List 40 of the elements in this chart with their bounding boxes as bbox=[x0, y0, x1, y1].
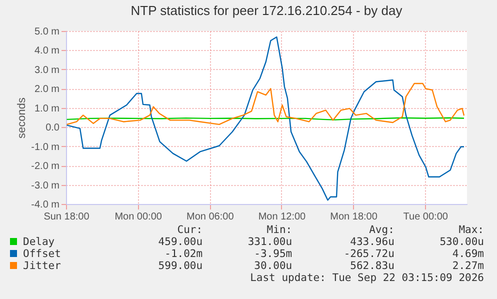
text: 4.69m bbox=[451, 248, 484, 260]
x-tick-label: Mon 06:00 bbox=[186, 212, 234, 222]
text: 2.27m bbox=[451, 260, 484, 272]
y-axis-title: seconds bbox=[16, 97, 28, 138]
text: -1.02m bbox=[164, 248, 203, 260]
text: Min: bbox=[266, 224, 292, 236]
text: 459.00u bbox=[157, 236, 203, 248]
text: 530.00u bbox=[438, 236, 484, 248]
text: Max: bbox=[458, 224, 484, 236]
y-tick-label: 3.0 m bbox=[34, 64, 60, 76]
y-tick-label: -1.0 m bbox=[31, 142, 60, 153]
y-tick-label: -3.0 m bbox=[31, 180, 60, 192]
text: 433.96u bbox=[349, 236, 394, 248]
text: -265.72u bbox=[342, 248, 394, 260]
text: Cur: bbox=[176, 224, 203, 236]
legend-label: Offset bbox=[22, 248, 62, 260]
y-tick-label: 0.0 bbox=[46, 122, 60, 134]
text: 30.00u bbox=[253, 260, 292, 272]
x-tick-label: Sun 18:00 bbox=[44, 212, 90, 222]
y-tick-label: 2.0 m bbox=[34, 84, 60, 96]
chart-title: NTP statistics for peer 172.16.210.254 - by day bbox=[130, 3, 403, 18]
y-tick-label: -2.0 m bbox=[31, 161, 60, 172]
text: 562.83u bbox=[349, 260, 394, 272]
x-tick-label: Mon 18:00 bbox=[330, 212, 378, 222]
text: 599.00u bbox=[157, 260, 203, 272]
y-tick-label: -4.0 m bbox=[31, 200, 60, 210]
x-tick-label: Tue 00:00 bbox=[403, 212, 448, 222]
text: 331.00u bbox=[246, 236, 292, 248]
line-series bbox=[66, 36, 465, 201]
text: -3.95m bbox=[253, 248, 292, 260]
x-tick-label: Mon 12:00 bbox=[258, 212, 306, 222]
y-tick-label: 5.0 m bbox=[34, 26, 60, 38]
text: Avg: bbox=[368, 224, 394, 236]
x-tick-label: Mon 00:00 bbox=[114, 212, 162, 222]
legend-label: Jitter bbox=[22, 260, 62, 272]
text: Last update: Tue Sep 22 03:15:09 2026 bbox=[249, 272, 484, 284]
line-series bbox=[66, 82, 465, 126]
y-tick-label: 4.0 m bbox=[34, 46, 60, 57]
y-tick-label: 1.0 m bbox=[34, 103, 60, 114]
legend-label: Delay bbox=[22, 236, 56, 248]
